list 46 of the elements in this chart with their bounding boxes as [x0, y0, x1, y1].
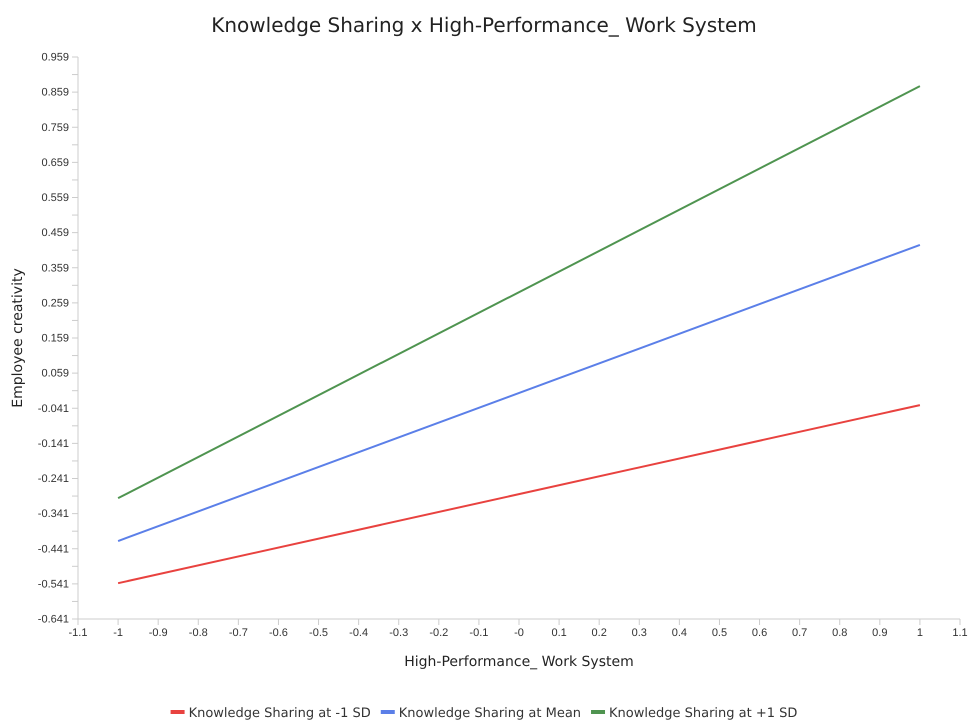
- y-tick-label: 0.059: [41, 368, 69, 380]
- y-tick-label: 0.259: [41, 297, 69, 310]
- x-tick-label: 1: [916, 626, 923, 639]
- y-tick-label: 0.459: [41, 227, 69, 240]
- x-tick-label: -0.2: [429, 626, 448, 639]
- y-tick-label: 0.659: [41, 156, 69, 169]
- x-tick-label: -0.9: [148, 626, 168, 639]
- x-tick-label: -1: [113, 626, 123, 639]
- x-tick-label: 0.6: [752, 626, 768, 639]
- y-tick-label: 0.759: [41, 122, 69, 134]
- y-tick-label: -0.441: [38, 543, 69, 556]
- y-tick-label: -0.241: [38, 473, 69, 486]
- y-tick-label: 0.559: [41, 192, 69, 204]
- x-tick-label: 0.5: [712, 626, 728, 639]
- y-tick-label: -0.041: [38, 402, 69, 415]
- x-tick-label: -0.5: [309, 626, 328, 639]
- x-tick-label: -0.3: [389, 626, 408, 639]
- y-tick-label: 0.159: [41, 332, 69, 345]
- y-tick-label: -0.541: [38, 578, 69, 590]
- y-tick-label: -0.641: [38, 614, 69, 626]
- y-axis-title: Employee creativity: [10, 268, 26, 408]
- y-tick-label: 0.959: [41, 52, 69, 64]
- x-tick-label: -0.7: [228, 626, 248, 639]
- x-tick-label: -0.4: [349, 626, 368, 639]
- legend-label: Knowledge Sharing at Mean: [398, 706, 582, 721]
- x-tick-label: -1.1: [68, 626, 88, 639]
- y-tick-label: -0.141: [38, 438, 69, 450]
- x-tick-label: -0.6: [268, 626, 288, 639]
- x-tick-label: 1.1: [952, 626, 968, 639]
- x-tick-label: 0.8: [832, 626, 848, 639]
- legend-label: Knowledge Sharing at +1 SD: [609, 706, 798, 721]
- x-tick-label: 0.2: [592, 626, 607, 639]
- x-axis-title: High-Performance_ Work System: [404, 654, 634, 670]
- x-tick-label: 0.1: [551, 626, 567, 639]
- y-tick-label: 0.359: [41, 262, 69, 274]
- x-tick-label: -0: [514, 626, 524, 639]
- legend-label: Knowledge Sharing at -1 SD: [188, 706, 371, 721]
- y-tick-label: -0.341: [38, 508, 69, 520]
- y-tick-label: 0.859: [41, 86, 69, 99]
- x-tick-label: 0.4: [672, 626, 688, 639]
- x-tick-label: 0.9: [872, 626, 888, 639]
- chart-title: Knowledge Sharing x High-Performance_ Work System: [211, 13, 757, 37]
- x-tick-label: 0.3: [632, 626, 647, 639]
- x-tick-label: -0.8: [188, 626, 208, 639]
- x-tick-label: 0.7: [792, 626, 808, 639]
- x-tick-label: -0.1: [469, 626, 488, 639]
